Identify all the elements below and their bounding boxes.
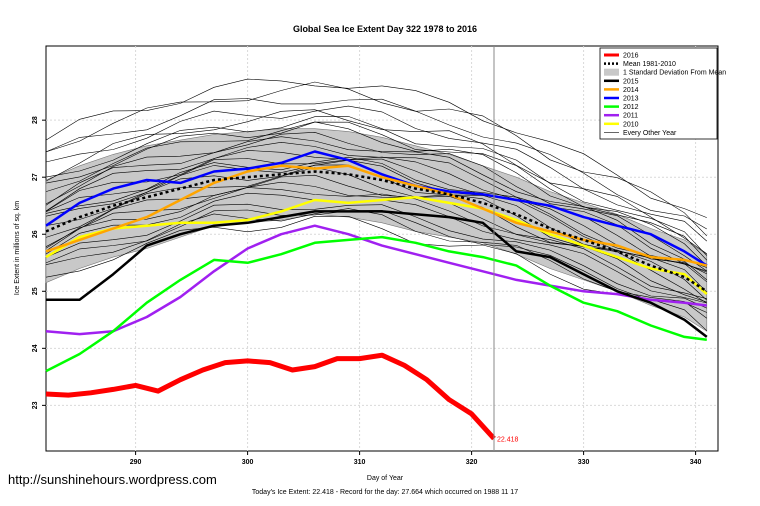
other-year-line-21	[45, 187, 707, 299]
other-year-line-2	[45, 105, 707, 242]
y-tick-25: 25	[32, 287, 39, 295]
x-tick-340: 340	[690, 459, 702, 466]
y-tick-26: 26	[32, 230, 39, 238]
other-year-line-18	[45, 81, 708, 237]
other-year-line-19	[45, 109, 707, 255]
other-year-line-3	[45, 116, 708, 256]
series-line-2013	[45, 150, 708, 267]
other-year-line-0	[45, 78, 707, 218]
x-tick-320: 320	[466, 459, 478, 466]
footer-text: Today's Ice Extent: 22.418 - Record for …	[252, 489, 518, 496]
y-tick-24: 24	[32, 344, 39, 352]
y-tick-23: 23	[32, 401, 39, 409]
legend-label-3: 2015	[623, 78, 639, 85]
series-line-mean-1981-2010	[45, 170, 708, 293]
legend-label-8: 2010	[623, 121, 639, 128]
other-year-line-9	[45, 159, 707, 283]
series-line-2011	[45, 224, 707, 336]
other-year-line-7	[45, 150, 707, 272]
other-year-line-5	[45, 131, 707, 272]
other-year-line-20	[45, 136, 707, 268]
other-year-line-15	[45, 203, 707, 309]
x-axis-label: Day of Year	[367, 475, 404, 482]
y-tick-27: 27	[32, 173, 39, 181]
other-year-line-8	[45, 158, 707, 275]
y-tick-28: 28	[32, 116, 39, 124]
x-tick-300: 300	[242, 459, 254, 466]
chart-title: Global Sea Ice Extent Day 322 1978 to 20…	[293, 24, 477, 34]
series-line-2016	[45, 352, 496, 441]
x-tick-310: 310	[354, 459, 366, 466]
legend-label-9: Every Other Year	[623, 130, 677, 137]
legend-label-4: 2014	[623, 87, 639, 94]
x-tick-labels: 290 300 310 320 330 340	[130, 451, 702, 466]
legend-box	[599, 47, 718, 140]
legend-label-1: Mean 1981-2010	[623, 61, 676, 68]
x-tick-330: 330	[578, 459, 590, 466]
other-year-line-24	[45, 121, 708, 261]
legend-label-7: 2011	[623, 113, 638, 120]
series-line-2012	[45, 235, 707, 373]
end-value-label: 22.418	[497, 437, 519, 444]
watermark: http://sunshinehours.wordpress.com	[8, 472, 217, 487]
legend-label-6: 2012	[623, 104, 639, 111]
series-lines	[45, 150, 708, 441]
series-line-2010	[45, 195, 708, 296]
other-year-line-1	[45, 98, 707, 230]
legend-label-5: 2013	[623, 96, 639, 103]
other-year-line-11	[45, 167, 708, 301]
other-year-line-12	[45, 174, 707, 304]
x-tick-290: 290	[130, 459, 142, 466]
legend-label-0: 2016	[623, 53, 639, 60]
y-tick-labels: 23 24 25 26 27 28	[32, 116, 46, 409]
legend-swatch-band	[604, 68, 619, 76]
legend-label-2: 1 Standard Deviation From Mean	[623, 70, 726, 77]
series-line-2014	[45, 164, 708, 267]
other-year-line-16	[45, 208, 707, 319]
series-line-2015	[46, 210, 708, 338]
y-axis-label: Ice Extent in millions of sq. km	[14, 201, 21, 295]
gridlines	[46, 46, 718, 451]
other-year-line-4	[45, 121, 708, 267]
every-other-year-lines	[45, 78, 708, 331]
